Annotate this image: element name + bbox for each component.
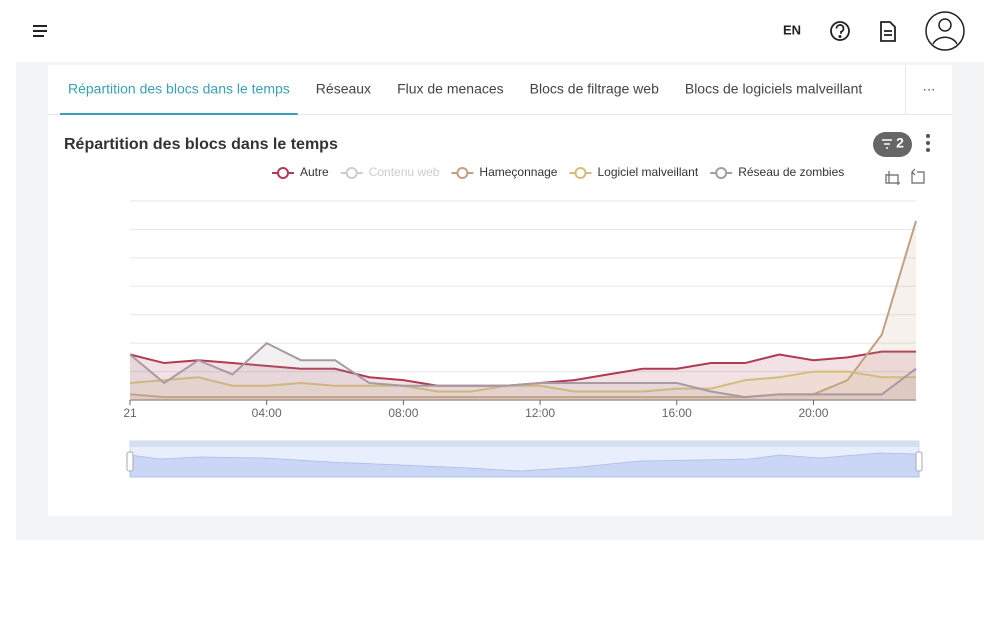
legend-label[interactable]: Autre [300, 165, 329, 179]
legend-marker[interactable] [345, 167, 358, 179]
x-tick-label: 21 [123, 406, 137, 420]
tab-underline [60, 113, 298, 115]
legend-marker[interactable] [574, 167, 587, 179]
legend-label[interactable]: Contenu web [369, 165, 440, 179]
tab[interactable]: Blocs de logiciels malveillant [685, 81, 863, 97]
x-tick-label: 20:00 [798, 406, 828, 420]
legend-label[interactable]: Logiciel malveillant [597, 165, 698, 179]
x-tick-label: 04:00 [252, 406, 282, 420]
legend-marker[interactable] [277, 167, 289, 179]
data-zoom[interactable] [126, 440, 923, 478]
tab[interactable]: Flux de menaces [397, 81, 504, 97]
zoom-tool[interactable] [885, 171, 900, 185]
filter-icon [882, 139, 892, 149]
legend-label[interactable]: Réseau de zombies [738, 165, 844, 179]
filter-badge[interactable] [873, 132, 912, 157]
filter-count: 2 [896, 135, 904, 151]
kebab-menu[interactable] [926, 134, 930, 152]
tab[interactable]: Blocs de filtrage web [530, 81, 659, 97]
x-tick-label: 12:00 [525, 406, 555, 420]
legend-marker[interactable] [715, 167, 728, 179]
top-bar [0, 0, 1000, 62]
tab[interactable]: Répartition des blocs dans le temps [68, 81, 290, 97]
series-line [129, 341, 917, 399]
avatar[interactable] [925, 11, 965, 51]
chart-title: Répartition des blocs dans le temps [64, 136, 338, 153]
series-line [129, 370, 916, 393]
x-tick-label: 08:00 [388, 406, 418, 420]
legend-label[interactable]: Hameçonnage [479, 165, 557, 179]
doc-icon[interactable] [880, 21, 896, 42]
x-tick-label: 16:00 [662, 406, 692, 420]
tabs-more[interactable]: ··· [923, 81, 936, 96]
legend-marker[interactable] [456, 167, 469, 179]
help-icon[interactable] [830, 21, 850, 41]
tab[interactable]: Réseaux [316, 81, 371, 97]
restore-tool[interactable] [911, 168, 925, 184]
series-area [130, 343, 916, 400]
language[interactable]: EN [783, 22, 801, 37]
menu-button[interactable] [33, 25, 47, 37]
